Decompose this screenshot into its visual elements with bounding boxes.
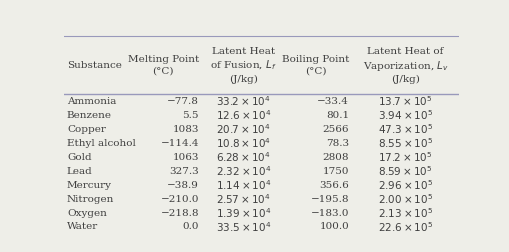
Text: 5.5: 5.5 (182, 111, 199, 120)
Text: $6.28 \times 10^4$: $6.28 \times 10^4$ (216, 150, 270, 164)
Text: Latent Heat of
Vaporization, $L_v$
(J/kg): Latent Heat of Vaporization, $L_v$ (J/kg… (362, 47, 447, 84)
Text: Gold: Gold (67, 153, 91, 162)
Text: Melting Point
(°C): Melting Point (°C) (127, 55, 199, 75)
Text: Water: Water (67, 223, 98, 232)
Text: −114.4: −114.4 (160, 139, 199, 148)
Text: 80.1: 80.1 (325, 111, 349, 120)
Text: Benzene: Benzene (67, 111, 111, 120)
Text: −210.0: −210.0 (160, 195, 199, 204)
Text: Lead: Lead (67, 167, 93, 176)
Text: 1063: 1063 (172, 153, 199, 162)
Text: $8.59 \times 10^5$: $8.59 \times 10^5$ (378, 164, 432, 178)
Text: 2566: 2566 (322, 125, 349, 134)
Text: $22.6 \times 10^5$: $22.6 \times 10^5$ (377, 220, 432, 234)
Text: Ammonia: Ammonia (67, 97, 116, 106)
Text: $13.7 \times 10^5$: $13.7 \times 10^5$ (378, 94, 432, 108)
Text: 2808: 2808 (322, 153, 349, 162)
Text: −218.8: −218.8 (160, 208, 199, 217)
Text: $2.32 \times 10^4$: $2.32 \times 10^4$ (215, 164, 271, 178)
Text: 100.0: 100.0 (319, 223, 349, 232)
Text: −38.9: −38.9 (167, 181, 199, 190)
Text: $47.3 \times 10^5$: $47.3 \times 10^5$ (377, 122, 432, 136)
Text: 327.3: 327.3 (169, 167, 199, 176)
Text: −33.4: −33.4 (317, 97, 349, 106)
Text: $12.6 \times 10^4$: $12.6 \times 10^4$ (215, 108, 271, 122)
Text: $33.2 \times 10^4$: $33.2 \times 10^4$ (216, 94, 270, 108)
Text: $8.55 \times 10^5$: $8.55 \times 10^5$ (377, 136, 432, 150)
Text: 1750: 1750 (322, 167, 349, 176)
Text: $2.00 \times 10^5$: $2.00 \times 10^5$ (377, 192, 432, 206)
Text: −195.8: −195.8 (310, 195, 349, 204)
Text: Substance: Substance (67, 61, 122, 70)
Text: $20.7 \times 10^4$: $20.7 \times 10^4$ (216, 122, 270, 136)
Text: $1.39 \times 10^4$: $1.39 \times 10^4$ (215, 206, 271, 220)
Text: −183.0: −183.0 (310, 208, 349, 217)
Text: Nitrogen: Nitrogen (67, 195, 114, 204)
Text: 1083: 1083 (172, 125, 199, 134)
Text: $3.94 \times 10^5$: $3.94 \times 10^5$ (377, 108, 432, 122)
Text: Copper: Copper (67, 125, 105, 134)
Text: $10.8 \times 10^4$: $10.8 \times 10^4$ (216, 136, 271, 150)
Text: −77.8: −77.8 (167, 97, 199, 106)
Text: 78.3: 78.3 (325, 139, 349, 148)
Text: 356.6: 356.6 (319, 181, 349, 190)
Text: $2.96 \times 10^5$: $2.96 \times 10^5$ (377, 178, 432, 192)
Text: $33.5 \times 10^4$: $33.5 \times 10^4$ (215, 220, 271, 234)
Text: Oxygen: Oxygen (67, 208, 106, 217)
Text: 0.0: 0.0 (182, 223, 199, 232)
Text: $2.13 \times 10^5$: $2.13 \times 10^5$ (377, 206, 432, 220)
Text: Boiling Point
(°C): Boiling Point (°C) (281, 55, 349, 75)
Text: $1.14 \times 10^4$: $1.14 \times 10^4$ (215, 178, 271, 192)
Text: Latent Heat
of Fusion, $L_f$
(J/kg): Latent Heat of Fusion, $L_f$ (J/kg) (210, 47, 276, 84)
Text: $17.2 \times 10^5$: $17.2 \times 10^5$ (378, 150, 432, 164)
Text: Mercury: Mercury (67, 181, 111, 190)
Text: Ethyl alcohol: Ethyl alcohol (67, 139, 135, 148)
Text: $2.57 \times 10^4$: $2.57 \times 10^4$ (216, 192, 270, 206)
